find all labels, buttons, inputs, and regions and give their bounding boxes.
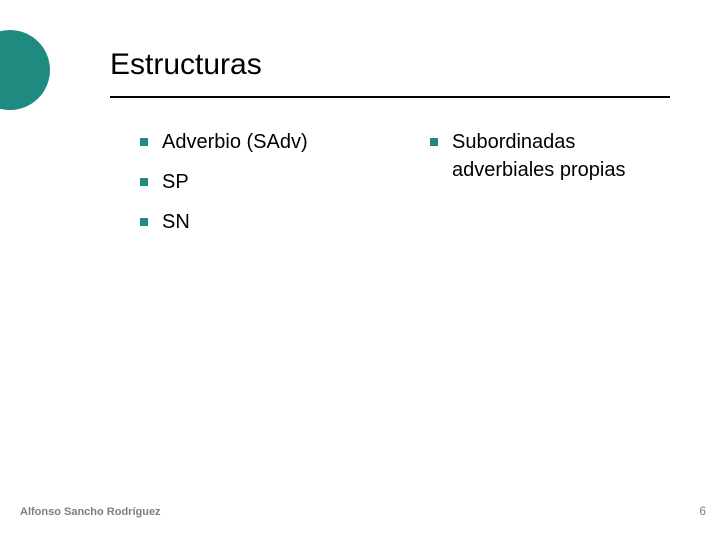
- bullet-text: Adverbio (SAdv): [162, 128, 308, 156]
- right-column: Subordinadas adverbiales propias: [430, 128, 680, 248]
- list-item: Adverbio (SAdv): [140, 128, 390, 156]
- bullet-text: SN: [162, 208, 190, 236]
- bullet-icon: [140, 178, 148, 186]
- slide-title: Estructuras: [110, 48, 262, 82]
- bullet-icon: [140, 218, 148, 226]
- bullet-text: Subordinadas adverbiales propias: [452, 128, 680, 184]
- title-underline: [110, 96, 670, 98]
- list-item: SP: [140, 168, 390, 196]
- bullet-icon: [430, 138, 438, 146]
- bullet-icon: [140, 138, 148, 146]
- left-column: Adverbio (SAdv) SP SN: [140, 128, 390, 248]
- bullet-text: SP: [162, 168, 189, 196]
- list-item: Subordinadas adverbiales propias: [430, 128, 680, 184]
- list-item: SN: [140, 208, 390, 236]
- content-area: Adverbio (SAdv) SP SN Subordinadas adver…: [140, 128, 680, 248]
- footer-page-number: 6: [699, 504, 706, 518]
- footer-author: Alfonso Sancho Rodríguez: [20, 506, 161, 518]
- corner-circle-decor: [0, 30, 50, 110]
